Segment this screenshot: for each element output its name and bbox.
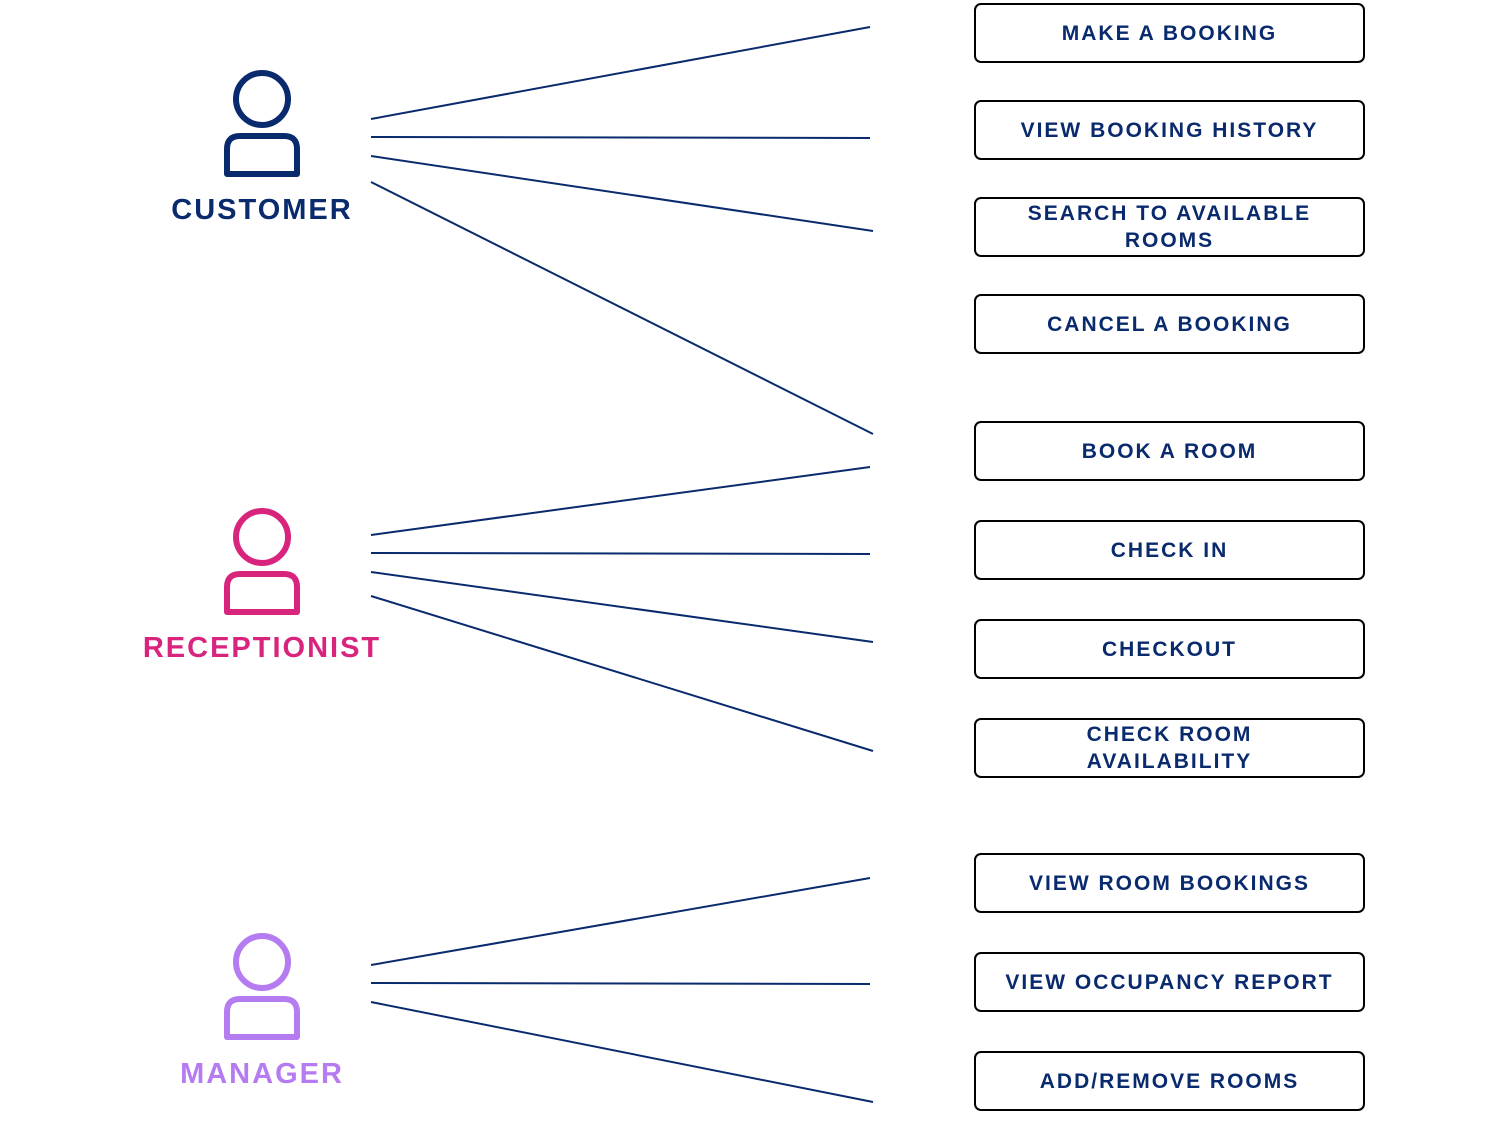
link-customer-view-booking-history: [370, 136, 871, 139]
usecase-cancel-a-booking: CANCEL A BOOKING: [974, 294, 1365, 354]
link-customer-make-a-booking: [370, 26, 871, 120]
link-manager-2: [370, 982, 871, 985]
usecase-make-a-booking: MAKE A BOOKING: [974, 3, 1365, 63]
link-receptionist-4: [370, 595, 874, 752]
usecase-view-booking-history: VIEW BOOKING HISTORY: [974, 100, 1365, 160]
usecase-check-room-availability: CHECK ROOM AVAILABILITY: [974, 718, 1365, 778]
customer-head: [233, 70, 291, 128]
link-customer-search-rooms: [370, 155, 874, 232]
actor-label-receptionist: RECEPTIONIST: [142, 632, 382, 664]
usecase-add-remove-rooms: ADD/REMOVE ROOMS: [974, 1051, 1365, 1111]
link-receptionist-3: [370, 571, 874, 643]
receptionist-body: [224, 571, 300, 615]
link-manager-3: [370, 1001, 874, 1103]
receptionist-person-icon: [224, 508, 300, 615]
usecase-check-in: CHECK IN: [974, 520, 1365, 580]
actor-label-manager: MANAGER: [180, 1058, 344, 1090]
usecase-search-available-rooms: SEARCH TO AVAILABLE ROOMS: [974, 197, 1365, 257]
manager-head: [233, 933, 291, 991]
customer-body: [224, 133, 300, 177]
usecase-checkout: CHECKOUT: [974, 619, 1365, 679]
manager-person-icon: [224, 933, 300, 1040]
usecase-book-a-room: BOOK A ROOM: [974, 421, 1365, 481]
usecase-view-occupancy-report: VIEW OCCUPANCY REPORT: [974, 952, 1365, 1012]
link-manager-1: [370, 877, 871, 966]
customer-person-icon: [224, 70, 300, 177]
link-receptionist-1: [370, 466, 871, 536]
manager-body: [224, 996, 300, 1040]
receptionist-head: [233, 508, 291, 566]
usecase-view-room-bookings: VIEW ROOM BOOKINGS: [974, 853, 1365, 913]
actor-label-customer: CUSTOMER: [171, 194, 353, 226]
link-receptionist-2: [370, 552, 871, 555]
link-customer-book-a-room: [370, 181, 874, 435]
